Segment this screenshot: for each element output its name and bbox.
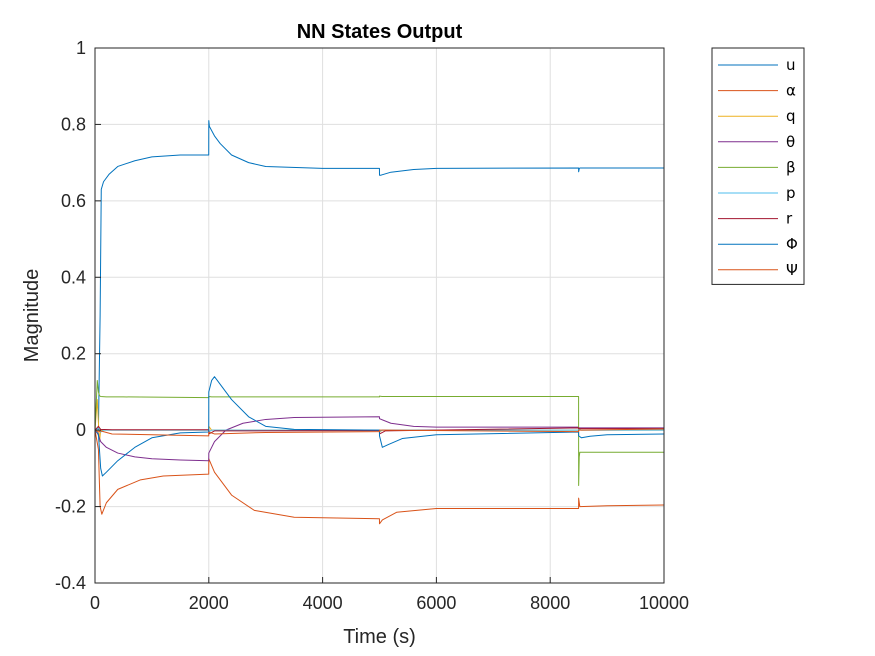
legend-label: r	[786, 210, 793, 228]
x-tick-label: 4000	[303, 593, 343, 613]
x-axis-label: Time (s)	[343, 626, 416, 648]
y-tick-label: 0.8	[61, 114, 86, 134]
x-tick-label: 6000	[416, 593, 456, 613]
x-tick-label: 2000	[189, 593, 229, 613]
axis-ticks: 0 2000 4000 6000 8000 10000 -0.4 -0.2 0 0.2 0.4 0.6…	[55, 38, 689, 613]
series-u	[95, 120, 664, 431]
legend-label: q	[786, 107, 796, 125]
series-Φ	[94, 376, 665, 477]
legend-label: u	[786, 56, 796, 74]
legend-box	[711, 47, 805, 285]
plot-frame	[94, 47, 665, 584]
legend-label: Ψ	[786, 261, 798, 279]
series-layer	[94, 120, 665, 525]
y-tick-label: 0.4	[61, 267, 86, 287]
series-r	[94, 425, 664, 435]
y-tick-label: -0.4	[55, 573, 86, 593]
y-tick-label: 0	[76, 420, 86, 440]
y-axis-label: Magnitude	[21, 269, 43, 362]
legend-label: p	[786, 184, 796, 202]
series-Ψ	[94, 428, 665, 437]
x-tick-label: 8000	[530, 593, 570, 613]
legend-label: θ	[786, 133, 795, 151]
y-tick-label: 0.6	[61, 191, 86, 211]
x-tick-label: 10000	[639, 593, 689, 613]
legend-label: Φ	[786, 235, 798, 253]
plot-area	[95, 48, 664, 583]
legend-label: α	[786, 82, 796, 100]
y-tick-label: -0.2	[55, 497, 86, 517]
chart-title: NN States Output	[297, 21, 463, 43]
series-β	[94, 379, 664, 487]
x-tick-label: 0	[90, 593, 100, 613]
y-tick-label: 0.2	[61, 344, 86, 364]
y-tick-label: 1	[76, 38, 86, 58]
series-α	[94, 430, 665, 525]
legend-label: β	[786, 158, 796, 176]
